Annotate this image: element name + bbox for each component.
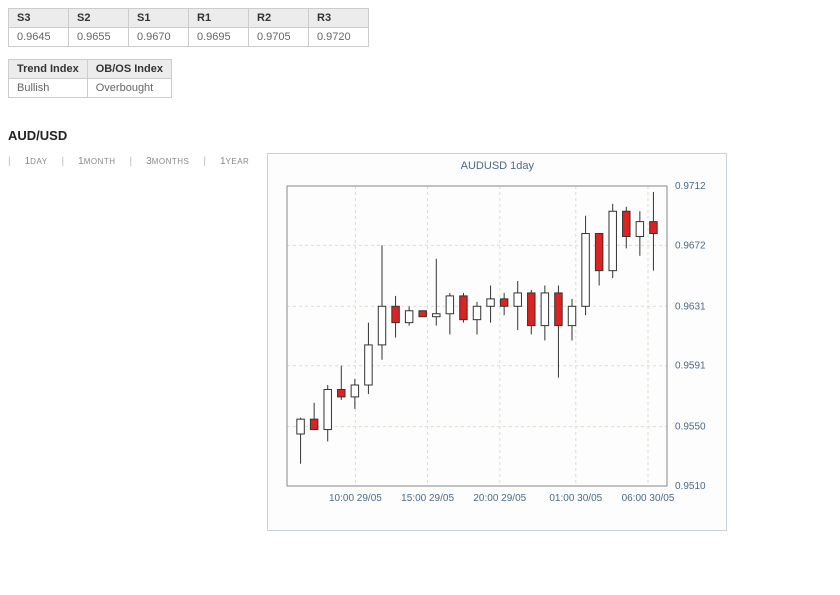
chart-title: AUDUSD 1day [272,158,722,176]
svg-text:15:00 29/05: 15:00 29/05 [402,493,455,504]
svg-text:0.9510: 0.9510 [675,481,706,492]
pivot-header: R3 [309,9,369,28]
svg-text:0.9672: 0.9672 [675,240,706,251]
pivot-cell: 0.9655 [69,28,129,47]
pivot-cell: 0.9705 [249,28,309,47]
candlestick-chart: 0.9712 0.9672 0.9631 0.9591 0.9550 0.9510 10:0… [272,176,722,526]
pivot-header: R1 [189,9,249,28]
pivot-header: S1 [129,9,189,28]
separator: | [130,156,133,167]
pair-title: AUD/USD [8,128,832,143]
timeframe-tab[interactable]: 1MONTH [78,156,115,167]
timeframe-tab[interactable]: 1YEAR [220,156,249,167]
pivot-cell: 0.9645 [9,28,69,47]
separator: | [203,156,206,167]
timeframe-tab[interactable]: 1DAY [25,156,48,167]
svg-text:0.9631: 0.9631 [675,301,706,312]
svg-text:10:00 29/05: 10:00 29/05 [329,493,382,504]
index-header: OB/OS Index [87,60,171,79]
svg-text:06:00 30/05: 06:00 30/05 [622,493,675,504]
svg-text:20:00 29/05: 20:00 29/05 [474,493,527,504]
pivot-cell: 0.9670 [129,28,189,47]
pivot-header: S3 [9,9,69,28]
svg-text:0.9550: 0.9550 [675,422,706,433]
chart-container: AUDUSD 1day 0.9712 0.9672 0.9631 0.9591 0.95… [267,153,727,531]
timeframe-selector: | 1DAY | 1MONTH | 3MONTHS | 1YEAR [8,153,249,167]
pivot-cell: 0.9695 [189,28,249,47]
svg-text:0.9591: 0.9591 [675,361,706,372]
index-cell: Overbought [87,79,171,98]
pivot-header: R2 [249,9,309,28]
pivot-cell: 0.9720 [309,28,369,47]
index-header: Trend Index [9,60,88,79]
svg-text:0.9712: 0.9712 [675,181,706,192]
separator: | [8,156,11,167]
pivot-table: S3S2S1R1R2R3 0.96450.96550.96700.96950.9… [8,8,369,47]
index-cell: Bullish [9,79,88,98]
separator: | [62,156,65,167]
timeframe-tab[interactable]: 3MONTHS [146,156,189,167]
pivot-header: S2 [69,9,129,28]
svg-text:01:00 30/05: 01:00 30/05 [550,493,603,504]
index-table: Trend IndexOB/OS Index BullishOverbought [8,59,172,98]
